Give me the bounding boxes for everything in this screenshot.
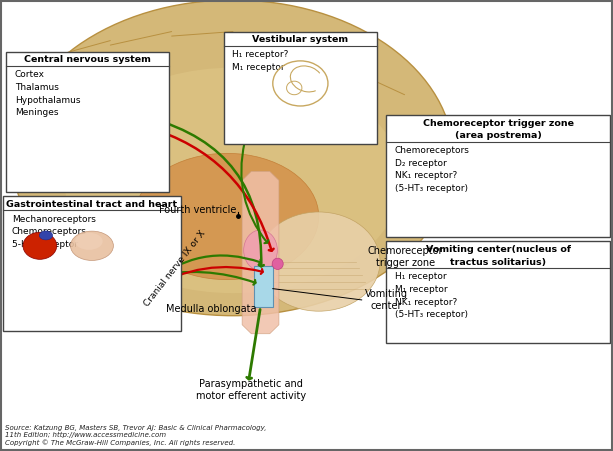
Ellipse shape [272, 258, 283, 269]
Ellipse shape [39, 231, 53, 240]
Text: 5-HT₃ receptor: 5-HT₃ receptor [12, 240, 78, 249]
Ellipse shape [257, 212, 380, 311]
Text: D₂ receptor: D₂ receptor [395, 159, 446, 168]
Ellipse shape [70, 231, 113, 260]
Text: Chemoreceptor
trigger zone: Chemoreceptor trigger zone [368, 246, 443, 268]
Text: Vestibular system: Vestibular system [253, 35, 348, 44]
Text: Gastrointestinal tract and heart: Gastrointestinal tract and heart [6, 200, 178, 209]
Text: Medulla oblongata: Medulla oblongata [166, 304, 256, 314]
Text: H₁ receptor?: H₁ receptor? [232, 50, 289, 59]
Text: Vomiting
center: Vomiting center [365, 289, 408, 311]
Ellipse shape [75, 233, 103, 250]
Ellipse shape [135, 153, 319, 280]
Ellipse shape [23, 232, 56, 259]
FancyBboxPatch shape [254, 266, 273, 307]
Text: Chemoreceptor trigger zone: Chemoreceptor trigger zone [422, 119, 574, 128]
Text: tractus solitarius): tractus solitarius) [450, 258, 546, 267]
FancyBboxPatch shape [386, 241, 610, 343]
Text: Vomiting center(nucleus of: Vomiting center(nucleus of [425, 245, 571, 254]
Text: (5-HT₃ receptor): (5-HT₃ receptor) [395, 310, 468, 319]
FancyBboxPatch shape [6, 52, 169, 192]
Text: NK₁ receptor?: NK₁ receptor? [395, 171, 457, 180]
Text: M₁ receptor: M₁ receptor [395, 285, 447, 294]
Text: NK₁ receptor?: NK₁ receptor? [395, 298, 457, 307]
Text: Source: Katzung BG, Masters SB, Trevor AJ: Basic & Clinical Pharmacology,
11th E: Source: Katzung BG, Masters SB, Trevor A… [5, 425, 267, 446]
Ellipse shape [64, 68, 402, 293]
FancyBboxPatch shape [386, 115, 610, 237]
FancyBboxPatch shape [3, 196, 181, 331]
Text: Hypothalamus: Hypothalamus [15, 96, 80, 105]
Text: (5-HT₃ receptor): (5-HT₃ receptor) [395, 184, 468, 193]
Polygon shape [242, 171, 279, 334]
Text: Parasympathetic and
motor efferent activity: Parasympathetic and motor efferent activ… [196, 379, 306, 401]
Text: M₁ receptor: M₁ receptor [232, 63, 285, 72]
Text: Chemoreceptors: Chemoreceptors [395, 146, 470, 155]
Ellipse shape [12, 0, 454, 316]
Text: Fourth ventricle: Fourth ventricle [159, 205, 236, 215]
Ellipse shape [243, 230, 277, 271]
Text: Mechanoreceptors: Mechanoreceptors [12, 215, 96, 224]
Text: Cortex: Cortex [15, 70, 45, 79]
Text: Thalamus: Thalamus [15, 83, 59, 92]
Text: Meninges: Meninges [15, 108, 58, 117]
FancyBboxPatch shape [224, 32, 377, 144]
Text: Chemoreceptors: Chemoreceptors [12, 227, 86, 236]
Text: H₁ receptor: H₁ receptor [395, 272, 446, 281]
Text: Central nervous system: Central nervous system [24, 55, 151, 64]
Text: Cranial nerve IX or X: Cranial nerve IX or X [142, 229, 207, 308]
Text: (area postrema): (area postrema) [455, 131, 541, 140]
